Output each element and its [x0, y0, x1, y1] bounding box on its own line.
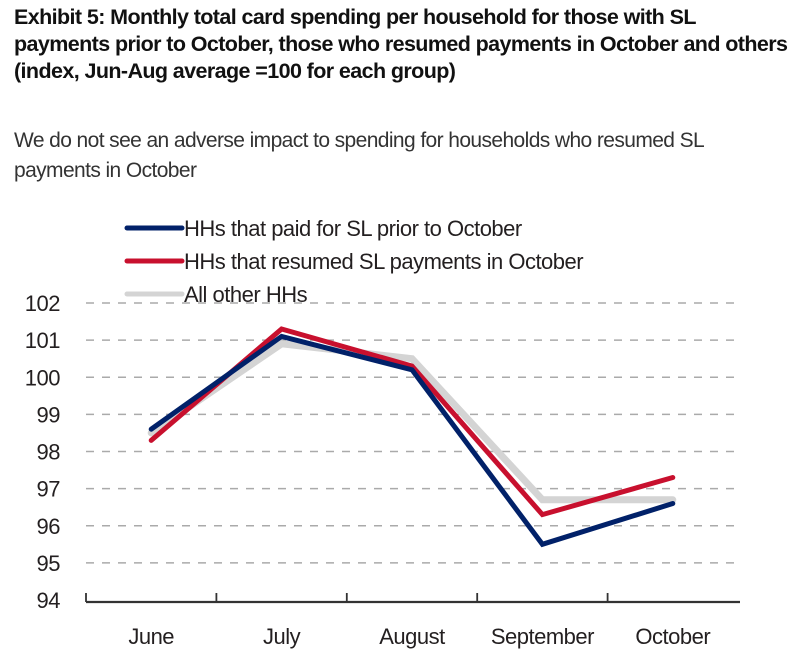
- series-line-3: [148, 333, 676, 548]
- x-tick-label: July: [263, 624, 301, 649]
- y-tick-label: 102: [25, 291, 60, 316]
- y-tick-label: 97: [37, 477, 61, 502]
- legend: HHs that paid for SL prior to October HHs…: [124, 216, 584, 307]
- x-tick-label: September: [491, 624, 594, 649]
- chart-title: Exhibit 5: Monthly total card spending p…: [14, 5, 788, 83]
- y-axis-ticks: 94 95 96 97 98 99 100 101 102: [25, 291, 61, 613]
- y-tick-label: 95: [37, 551, 61, 576]
- gridlines: [86, 302, 740, 564]
- chart-subtitle: We do not see an adverse impact to spend…: [14, 129, 704, 182]
- y-tick-label: 101: [25, 328, 60, 353]
- legend-label: HHs that paid for SL prior to October: [184, 216, 522, 241]
- legend-label: HHs that resumed SL payments in October: [184, 249, 583, 274]
- y-tick-label: 96: [37, 514, 61, 539]
- y-tick-label: 100: [25, 365, 60, 390]
- y-tick-label: 94: [37, 588, 61, 613]
- y-tick-label: 99: [37, 402, 61, 427]
- x-tick-label: June: [128, 624, 174, 649]
- legend-label: All other HHs: [184, 282, 308, 307]
- x-axis: June July August September October: [85, 593, 740, 649]
- x-tick-label: October: [635, 624, 710, 649]
- x-tick-label: August: [379, 624, 445, 649]
- series-lines: [147, 326, 677, 548]
- y-tick-label: 98: [37, 440, 61, 465]
